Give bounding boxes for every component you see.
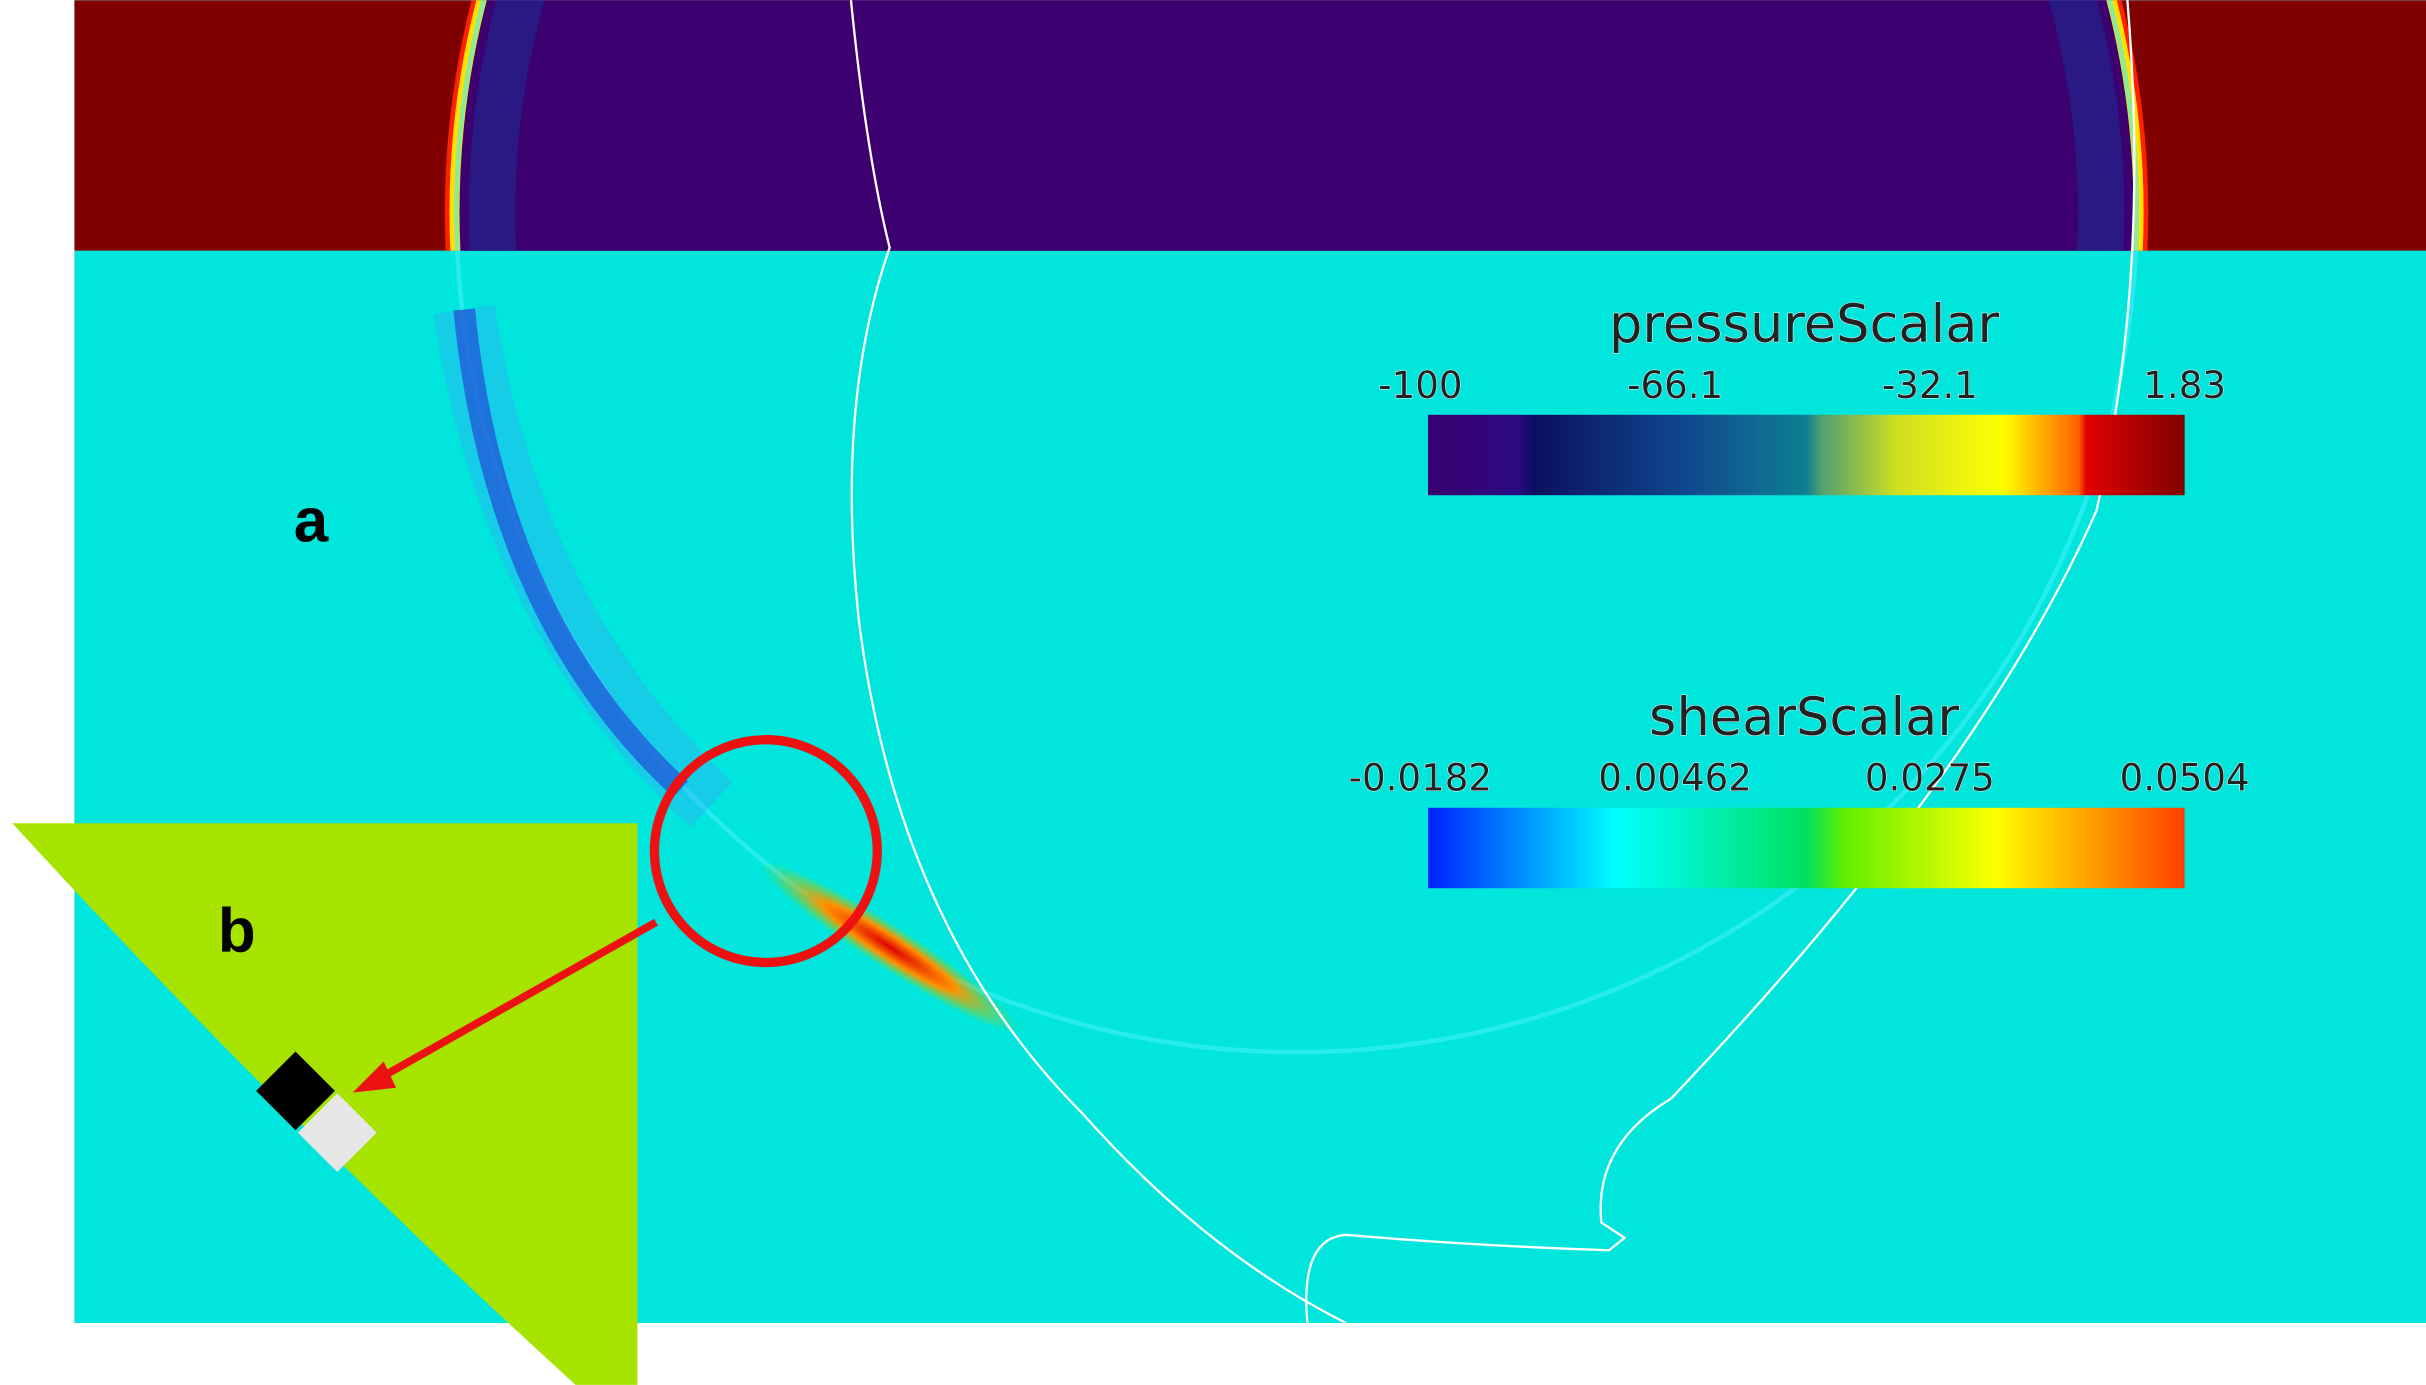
- arrow: [377, 918, 658, 1082]
- tick-label: 0.0504: [2120, 757, 2250, 800]
- arrow-head: [352, 1061, 397, 1093]
- panel-label: a: [294, 487, 329, 556]
- tick-label: 0.0275: [1865, 757, 1995, 800]
- tick-label: -0.0182: [1349, 757, 1492, 800]
- panel-b-field: [12, 823, 638, 1385]
- tick-label: -66.1: [1627, 364, 1723, 407]
- tick-label: -100: [1378, 364, 1462, 407]
- legend-title: pressureScalar: [1609, 294, 2000, 355]
- legends: pressureScalar -100 -66.1 -32.1 1.83 shearSca…: [1348, 294, 2250, 889]
- legend-title: shearScalar: [1649, 687, 1959, 748]
- highlight-circle: [649, 735, 882, 968]
- tick-label: 0.00462: [1598, 757, 1752, 800]
- color-bar: [1428, 807, 2185, 889]
- tick-label: -32.1: [1882, 364, 1978, 407]
- tick-label: 1.83: [2143, 364, 2226, 407]
- panel-label: b: [218, 897, 256, 966]
- color-bar: [1428, 414, 2185, 496]
